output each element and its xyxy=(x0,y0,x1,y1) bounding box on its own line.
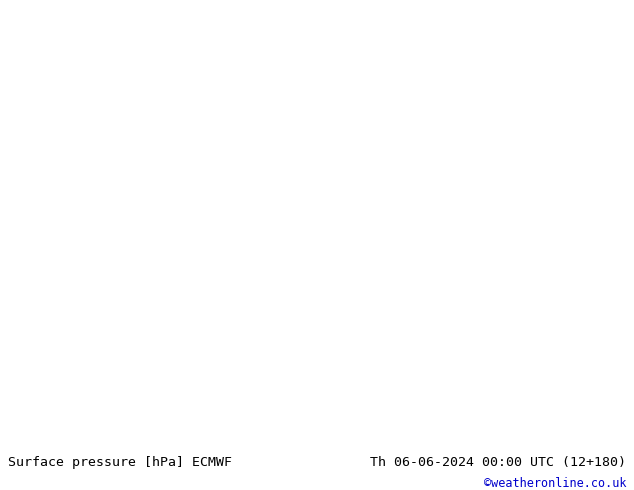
Text: Surface pressure [hPa] ECMWF: Surface pressure [hPa] ECMWF xyxy=(8,456,231,469)
Text: ©weatheronline.co.uk: ©weatheronline.co.uk xyxy=(484,477,626,490)
Text: Th 06-06-2024 00:00 UTC (12+180): Th 06-06-2024 00:00 UTC (12+180) xyxy=(370,456,626,469)
